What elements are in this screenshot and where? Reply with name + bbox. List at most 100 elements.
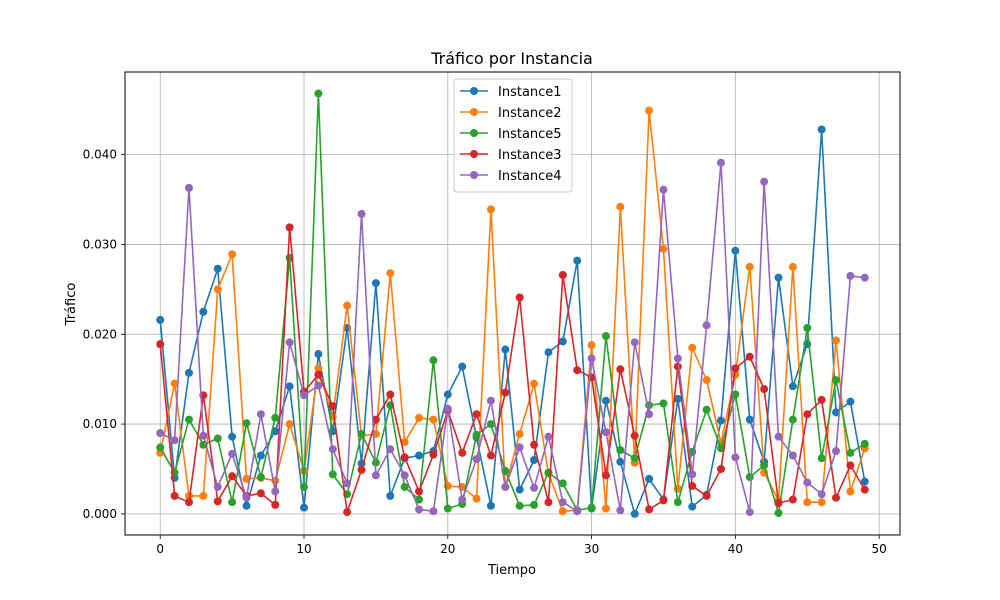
data-point-instance4 [256, 410, 265, 419]
data-point-instance4 [673, 354, 682, 363]
data-point-instance1 [616, 457, 625, 466]
data-point-instance1 [832, 408, 841, 417]
data-point-instance1 [213, 264, 222, 273]
series-layer [156, 89, 869, 518]
data-point-instance1 [501, 345, 510, 354]
data-point-instance2 [587, 341, 596, 350]
legend-item-instance1: Instance1 [460, 85, 562, 100]
x-axis-label: Tiempo [487, 563, 536, 578]
legend: Instance1 Instance2 Instance5 Instance3 Inst… [453, 78, 573, 193]
data-point-instance4 [817, 490, 826, 499]
data-point-instance4 [429, 507, 438, 516]
data-point-instance5 [400, 482, 409, 491]
data-point-instance5 [228, 498, 237, 507]
data-point-instance5 [213, 434, 222, 443]
data-point-instance3 [314, 370, 323, 379]
data-point-instance3 [573, 366, 582, 375]
data-point-instance5 [803, 323, 812, 332]
data-point-instance4 [285, 338, 294, 347]
data-point-instance4 [458, 495, 467, 504]
legend-item-instance3: Instance3 [460, 148, 562, 163]
data-point-instance1 [846, 397, 855, 406]
data-point-instance3 [371, 415, 380, 424]
series-line-instance4 [159, 161, 865, 513]
data-point-instance2 [832, 336, 841, 345]
data-point-instance5 [774, 509, 783, 517]
data-point-instance3 [213, 497, 222, 506]
data-point-instance2 [530, 379, 539, 388]
data-point-instance5 [415, 495, 424, 504]
data-point-instance4 [357, 209, 366, 218]
data-point-instance2 [242, 474, 251, 483]
legend-item-instance2: Instance2 [460, 106, 562, 121]
data-point-instance4 [803, 478, 812, 487]
y-tick-label: 0.040 [83, 148, 117, 162]
data-point-instance4 [616, 506, 625, 515]
data-point-instance4 [573, 507, 582, 516]
data-point-instance2 [515, 429, 524, 438]
data-point-instance2 [486, 205, 495, 214]
data-point-instance4 [242, 493, 251, 502]
data-point-instance1 [515, 485, 524, 494]
data-point-instance5 [558, 479, 567, 488]
data-point-instance1 [645, 474, 654, 483]
data-point-instance1 [774, 273, 783, 282]
data-point-instance3 [486, 451, 495, 460]
data-point-instance5 [587, 503, 596, 512]
data-point-instance3 [328, 402, 337, 411]
data-point-instance3 [803, 410, 812, 419]
data-point-instance2 [731, 370, 740, 379]
data-point-instance4 [328, 445, 337, 454]
data-point-instance4 [544, 432, 553, 441]
series-instance5 [156, 89, 869, 517]
data-point-instance1 [860, 477, 869, 486]
data-point-instance4 [630, 338, 639, 347]
data-point-instance5 [860, 439, 869, 448]
y-tick-label: 0.000 [83, 507, 117, 521]
data-point-instance1 [486, 501, 495, 510]
data-point-instance3 [645, 505, 654, 514]
data-point-instance2 [213, 285, 222, 294]
data-point-instance5 [530, 500, 539, 509]
data-point-instance1 [314, 350, 323, 359]
data-point-instance5 [702, 405, 711, 414]
data-point-instance2 [400, 438, 409, 447]
data-point-instance1 [415, 451, 424, 460]
data-point-instance1 [788, 382, 797, 391]
data-point-instance5 [443, 504, 452, 513]
data-point-instance2 [846, 487, 855, 496]
data-point-instance2 [817, 498, 826, 507]
data-point-instance3 [501, 388, 510, 397]
data-point-instance4 [688, 470, 697, 479]
data-point-instance3 [745, 352, 754, 361]
data-point-instance4 [199, 431, 208, 440]
data-point-instance5 [659, 399, 668, 408]
data-point-instance2 [558, 507, 567, 516]
legend-label: Instance1 [498, 85, 562, 100]
data-point-instance4 [184, 183, 193, 192]
data-point-instance1 [673, 394, 682, 403]
data-point-instance4 [788, 451, 797, 460]
data-point-instance3 [472, 410, 481, 419]
legend-swatch-marker [470, 171, 478, 179]
data-point-instance5 [156, 443, 165, 452]
y-tick-label: 0.030 [83, 237, 117, 251]
series-line-instance5 [159, 92, 866, 514]
data-point-instance2 [702, 376, 711, 385]
data-point-instance5 [745, 473, 754, 482]
data-point-instance4 [371, 471, 380, 480]
y-tick-label: 0.010 [83, 417, 117, 431]
data-point-instance3 [601, 471, 610, 480]
data-point-instance2 [429, 415, 438, 424]
data-point-instance4 [170, 436, 179, 445]
legend-swatch-marker [470, 108, 478, 116]
data-point-instance5 [256, 473, 265, 482]
legend-swatch-marker [470, 150, 478, 158]
data-point-instance3 [760, 385, 769, 394]
data-point-instance4 [501, 482, 510, 491]
data-point-instance1 [601, 396, 610, 405]
data-point-instance1 [573, 256, 582, 265]
data-point-instance1 [386, 491, 395, 500]
data-point-instance1 [228, 432, 237, 441]
data-point-instance5 [817, 454, 826, 463]
